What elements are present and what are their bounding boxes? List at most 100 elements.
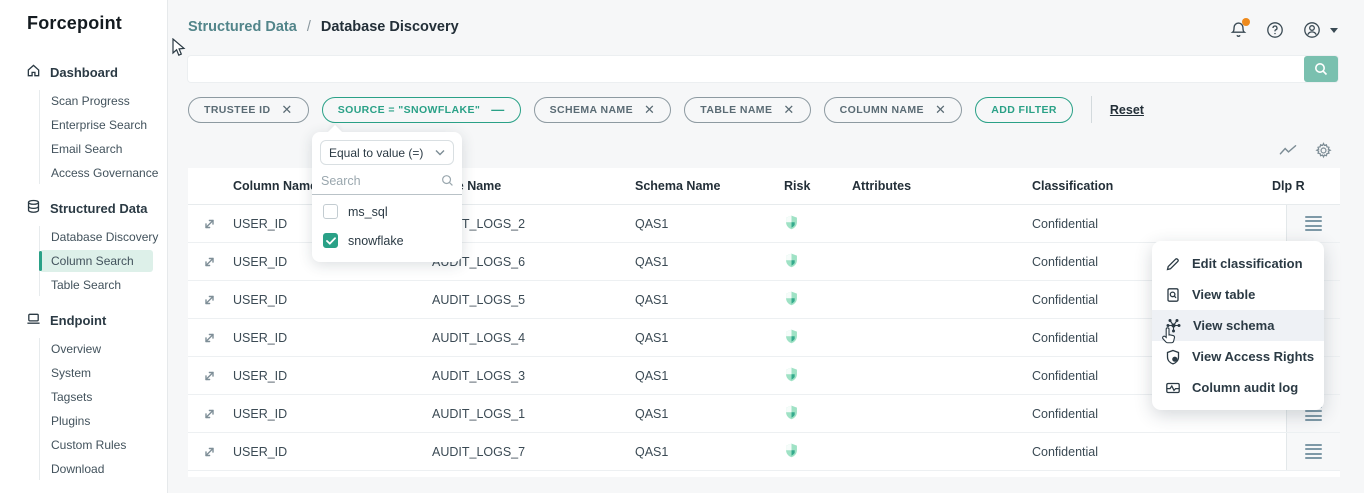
- cell-column-name: USER_ID: [233, 331, 287, 345]
- svg-text:e: e: [1174, 357, 1176, 361]
- cell-classification: Confidential: [1032, 445, 1098, 459]
- menu-item-view-access-rights[interactable]: e View Access Rights: [1152, 341, 1324, 372]
- table-row[interactable]: USER_ID AUDIT_LOGS_7 QAS1 Confidential: [188, 433, 1340, 471]
- operator-select[interactable]: Equal to value (=): [320, 140, 454, 165]
- row-menu-icon[interactable]: [1303, 442, 1324, 462]
- checkbox-icon[interactable]: [323, 233, 338, 248]
- notification-badge: [1242, 18, 1250, 26]
- row-menu-icon[interactable]: [1303, 214, 1324, 234]
- laptop-icon: [26, 311, 41, 329]
- sidebar-nav: Dashboard Scan Progress Enterprise Searc…: [0, 56, 167, 493]
- remove-icon[interactable]: ✕: [281, 103, 292, 116]
- reset-link[interactable]: Reset: [1110, 103, 1144, 117]
- expand-row-icon[interactable]: [201, 215, 218, 232]
- risk-shield-icon: [784, 290, 799, 309]
- sidebar-section-dashboard[interactable]: Dashboard: [0, 56, 167, 88]
- sidebar-section-analytics[interactable]: Analytics: [0, 488, 167, 493]
- sidebar-item-enterprise-search[interactable]: Enterprise Search: [40, 114, 167, 136]
- cell-column-name: USER_ID: [233, 407, 287, 421]
- chip-trustee-id[interactable]: TRUSTEE ID ✕: [188, 97, 309, 123]
- search-icon: [441, 174, 454, 187]
- chip-table-name[interactable]: TABLE NAME ✕: [684, 97, 810, 123]
- remove-icon[interactable]: ✕: [935, 103, 946, 116]
- sidebar-item-overview[interactable]: Overview: [40, 338, 167, 360]
- checkbox-icon[interactable]: [323, 204, 338, 219]
- cell-column-name: USER_ID: [233, 369, 287, 383]
- sidebar-item-scan-progress[interactable]: Scan Progress: [40, 90, 167, 112]
- trend-icon[interactable]: [1279, 141, 1297, 159]
- cell-column-name: USER_ID: [233, 217, 287, 231]
- sidebar-section-structured-data[interactable]: Structured Data: [0, 192, 167, 224]
- sidebar-item-download[interactable]: Download: [40, 458, 167, 480]
- cell-schema-name: QAS1: [635, 445, 668, 459]
- search-button[interactable]: [1304, 56, 1338, 82]
- sidebar: Forcepoint Dashboard Scan Progress Enter…: [0, 0, 168, 493]
- option-snowflake[interactable]: snowflake: [312, 228, 462, 253]
- collapse-icon[interactable]: —: [491, 103, 504, 116]
- global-search-bar: [188, 56, 1338, 82]
- dropdown-search-input[interactable]: [312, 174, 430, 188]
- sidebar-item-email-search[interactable]: Email Search: [40, 138, 167, 160]
- cell-table-name: AUDIT_LOGS_1: [432, 407, 525, 421]
- risk-shield-icon: [784, 214, 799, 233]
- gear-icon[interactable]: [1314, 141, 1332, 159]
- sidebar-item-system[interactable]: System: [40, 362, 167, 384]
- expand-row-icon[interactable]: [201, 443, 218, 460]
- option-ms-sql[interactable]: ms_sql: [312, 199, 462, 224]
- sidebar-item-table-search[interactable]: Table Search: [40, 274, 167, 296]
- remove-icon[interactable]: ✕: [783, 103, 794, 116]
- schema-icon: [1165, 317, 1182, 334]
- menu-item-view-schema[interactable]: View schema: [1152, 310, 1324, 341]
- cell-classification: Confidential: [1032, 217, 1098, 231]
- cell-column-name: USER_ID: [233, 293, 287, 307]
- cell-column-name: USER_ID: [233, 255, 287, 269]
- sidebar-item-access-governance[interactable]: Access Governance: [40, 162, 167, 184]
- menu-item-edit-classification[interactable]: Edit classification: [1152, 248, 1324, 279]
- expand-row-icon[interactable]: [201, 329, 218, 346]
- cell-classification: Confidential: [1032, 407, 1098, 421]
- sidebar-item-column-search[interactable]: Column Search: [40, 250, 153, 272]
- sidebar-item-plugins[interactable]: Plugins: [40, 410, 167, 432]
- sidebar-section-endpoint[interactable]: Endpoint: [0, 304, 167, 336]
- cell-classification: Confidential: [1032, 369, 1098, 383]
- chip-source-snowflake[interactable]: SOURCE = "SNOWFLAKE" —: [322, 97, 521, 123]
- topbar-icons: [1228, 20, 1338, 40]
- cell-classification: Confidential: [1032, 293, 1098, 307]
- risk-shield-icon: [784, 404, 799, 423]
- menu-item-view-table[interactable]: View table: [1152, 279, 1324, 310]
- search-input[interactable]: [188, 56, 1302, 82]
- expand-row-icon[interactable]: [201, 367, 218, 384]
- expand-row-icon[interactable]: [201, 291, 218, 308]
- cell-schema-name: QAS1: [635, 369, 668, 383]
- expand-row-icon[interactable]: [201, 405, 218, 422]
- add-filter-button[interactable]: ADD FILTER: [975, 97, 1073, 123]
- column-header-attributes: Attributes: [852, 179, 911, 193]
- breadcrumb-parent[interactable]: Structured Data: [188, 19, 297, 35]
- row-context-menu: Edit classification View table View sche…: [1152, 241, 1324, 410]
- mouse-cursor-arrow: [172, 38, 186, 63]
- cell-schema-name: QAS1: [635, 255, 668, 269]
- column-header-column-name: Column Name: [233, 179, 317, 193]
- breadcrumb: Structured Data / Database Discovery: [188, 19, 459, 35]
- menu-item-column-audit-log[interactable]: Column audit log: [1152, 372, 1324, 403]
- sidebar-item-database-discovery[interactable]: Database Discovery: [40, 226, 167, 248]
- sidebar-item-custom-rules[interactable]: Custom Rules: [40, 434, 167, 456]
- chip-column-name[interactable]: COLUMN NAME ✕: [824, 97, 963, 123]
- chip-schema-name[interactable]: SCHEMA NAME ✕: [534, 97, 672, 123]
- sidebar-item-tagsets[interactable]: Tagsets: [40, 386, 167, 408]
- chevron-down-icon: [435, 149, 445, 156]
- risk-shield-icon: [784, 442, 799, 461]
- home-icon: [26, 63, 41, 81]
- database-icon: [26, 199, 41, 217]
- audit-log-icon: [1165, 380, 1181, 396]
- column-header-classification: Classification: [1032, 179, 1113, 193]
- account-icon[interactable]: [1302, 20, 1322, 40]
- bell-icon[interactable]: [1228, 20, 1248, 40]
- remove-icon[interactable]: ✕: [644, 103, 655, 116]
- expand-row-icon[interactable]: [201, 253, 218, 270]
- chevron-down-icon[interactable]: [1330, 28, 1338, 33]
- help-icon[interactable]: [1265, 20, 1285, 40]
- cell-schema-name: QAS1: [635, 407, 668, 421]
- divider: [1091, 96, 1092, 123]
- access-rights-icon: e: [1165, 349, 1181, 365]
